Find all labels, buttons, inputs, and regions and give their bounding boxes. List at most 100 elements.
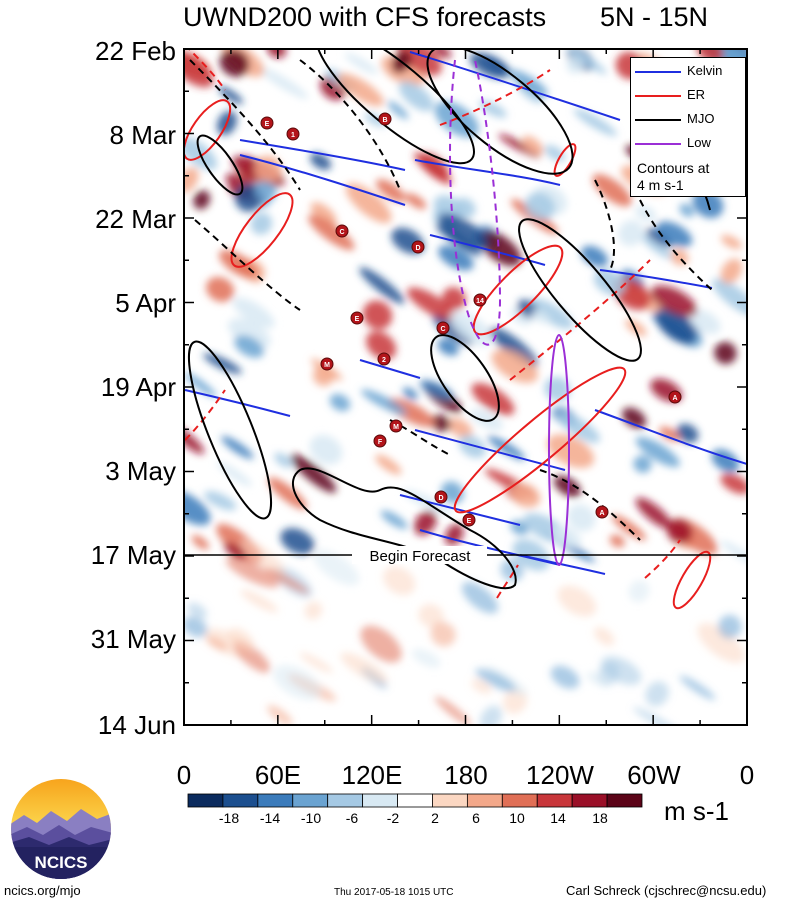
footer-timestamp: Thu 2017-05-18 1015 UTC [334,887,454,898]
wind-anomaly-patch [720,473,747,494]
storm-marker-label: 2 [382,357,386,364]
wind-anomaly-patch [204,491,237,511]
colorbar-labels: -18 -14 -10 -6 -2 2 6 10 14 18 [0,810,809,830]
wind-anomaly-patch [345,183,392,224]
kelvin-contour [359,359,421,379]
wind-anomaly-patch [193,190,211,210]
wind-anomaly-patch [487,435,526,461]
storm-marker-label: E [355,316,360,323]
storm-marker-label: D [438,495,443,502]
mjo-contour [639,199,713,291]
x-tick-label: 60E [254,760,302,790]
wind-anomaly-patch [359,267,405,304]
wind-anomaly-patch [250,212,273,235]
wind-anomaly-patch [500,559,524,582]
wind-anomaly-patch [216,461,253,487]
er-contour [439,69,551,126]
wind-anomaly-patch [313,549,360,586]
er-contour [644,539,681,579]
colorbar-swatch [606,793,643,808]
wind-anomaly-patch [442,287,466,311]
wind-anomaly-patch [650,285,698,317]
wind-anomaly-patch [240,539,285,575]
forecast-label-bg [352,546,487,564]
wind-anomaly-patch [547,434,595,469]
storm-marker: D [434,490,448,504]
wind-anomaly-patch [203,353,242,374]
wind-anomaly-patch [375,454,402,475]
wind-anomaly-patch [309,434,343,465]
colorbar-swatch [362,793,398,808]
kelvin-contour [239,139,406,171]
wind-anomaly-patch [449,311,493,346]
mjo-contour [196,134,244,196]
wind-anomaly-patch [405,193,427,210]
wind-anomaly-patch [184,167,199,193]
storm-marker: F [373,434,387,448]
er-contour [453,366,627,514]
colorbar-label: -2 [386,810,400,826]
storm-marker-label: A [672,395,677,402]
colorbar-label: -14 [259,810,281,826]
mjo-contour [194,219,301,311]
wind-anomaly-patch [299,652,334,674]
wind-anomaly-patch [586,671,609,686]
wind-anomaly-patch [206,276,235,302]
storm-marker: E [462,513,476,527]
wind-anomaly-patch [489,327,538,367]
legend: Kelvin ER MJO Low Contours at 4 m s-1 [630,57,746,197]
er-contour [184,99,232,161]
storm-marker-label: M [324,362,330,369]
forecast-label: Begin Forecast [370,548,472,565]
wind-anomaly-patch [360,625,402,663]
kelvin-contour [429,234,546,266]
kelvin-contour [239,154,406,206]
er-contour [553,143,577,177]
colorbar [187,793,643,808]
wind-anomaly-patch [184,490,211,526]
logo-text: NCICS [35,853,88,872]
storm-marker: E [260,116,274,130]
low-contour [449,59,502,346]
storm-marker: C [335,224,349,238]
mjo-contour [594,179,616,271]
y-tick-label: 17 May [90,540,176,570]
y-tick-label: 3 May [105,456,176,486]
wind-anomaly-patch [225,557,280,588]
y-tick-label: 31 May [90,624,176,654]
colorbar-swatch [466,793,503,808]
wind-anomaly-patch [228,318,271,349]
wind-anomaly-patch [529,298,574,329]
colorbar-label: -18 [218,810,240,826]
wind-anomaly-patch [720,258,743,284]
legend-item-low: Low [635,135,741,153]
wind-anomaly-patch [290,454,337,493]
legend-item-kelvin: Kelvin [635,63,741,81]
mjo-contour [189,59,301,191]
wind-anomaly-patch [469,409,504,431]
wind-anomaly-patch [628,580,650,603]
wind-anomaly-patch [221,436,254,459]
wind-anomaly-patch [387,101,409,120]
colorbar-swatch [571,793,608,808]
wind-anomaly-patch [618,220,644,247]
kelvin-contour [409,51,621,121]
mjo-contour [187,340,273,520]
wind-anomaly-patch [491,349,538,383]
storm-markers: E 1 B C D E C 14 2 M M F A D E A [260,112,682,527]
wind-anomaly-patch [337,73,384,107]
wind-anomaly-patch [366,331,397,360]
wind-anomaly-patch [633,707,683,725]
kelvin-contour [184,389,291,417]
low-contour [548,334,570,566]
wind-anomaly-patch [411,648,441,668]
wind-anomaly-patch [566,49,607,75]
storm-marker: E [350,311,364,325]
storm-marker-label: B [382,117,387,124]
colorbar-swatch [501,793,538,808]
y-tick-label: 19 Apr [100,372,176,402]
wind-anomaly-patch [720,540,747,567]
wind-anomaly-patch [611,514,647,541]
x-tick-label: 60W [627,760,681,790]
wind-anomaly-patch [567,504,596,532]
